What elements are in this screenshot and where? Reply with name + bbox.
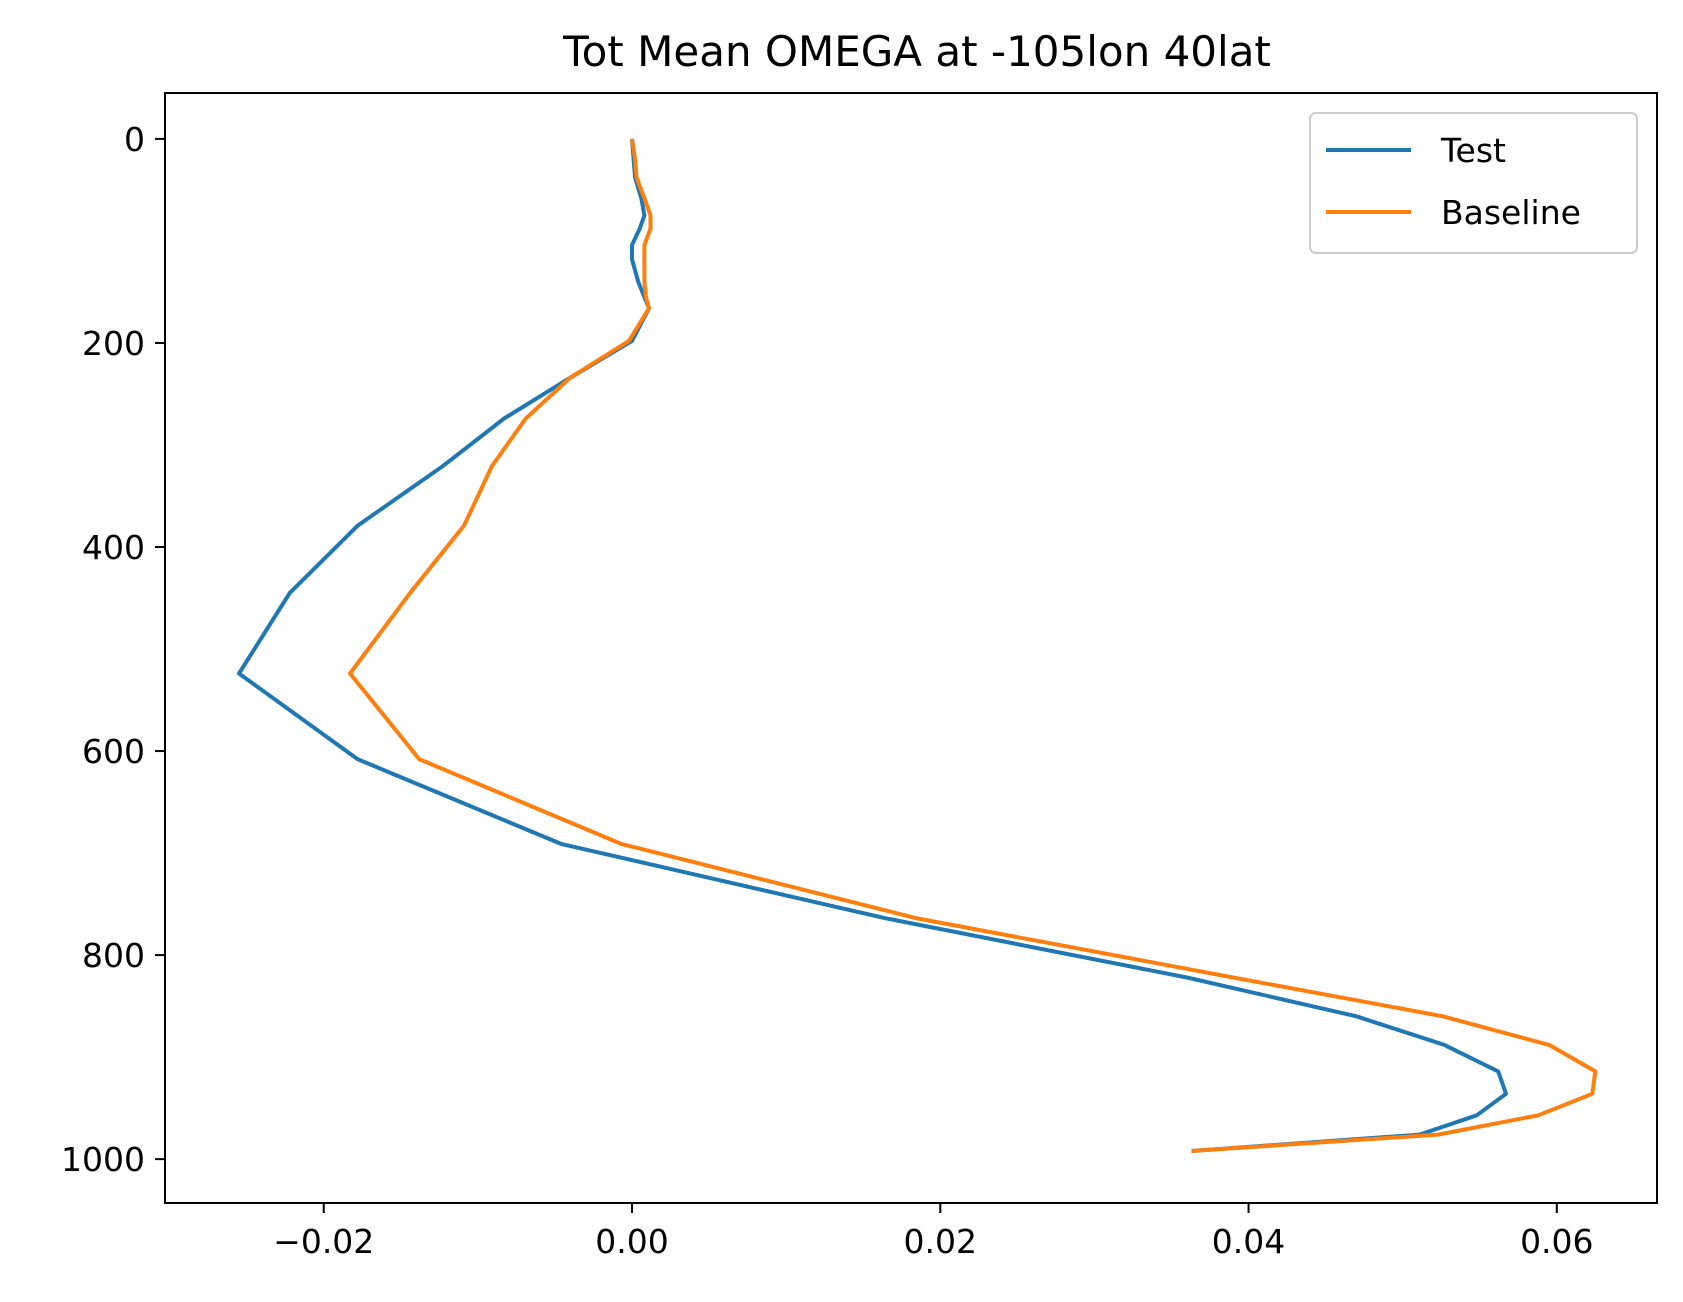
y-tick-label: 400 [82,528,145,567]
series-lines [237,138,1598,1153]
legend: Test Baseline [1309,112,1638,254]
x-tick-label: 0.06 [1520,1222,1593,1261]
x-axis-ticks: −0.02 0.00 0.02 0.04 0.06 [273,1203,1594,1261]
y-tick-label: 200 [82,324,145,363]
legend-label-baseline: Baseline [1441,193,1581,232]
x-tick-label: 0.04 [1212,1222,1285,1261]
series-line-baseline [348,138,1598,1153]
y-tick-label: 600 [82,732,145,771]
legend-label-test: Test [1440,131,1506,170]
plot-area-frame [164,92,1658,1204]
series-line-test [237,138,1508,1153]
chart-title: Tot Mean OMEGA at -105lon 40lat [562,27,1271,76]
x-tick-label: −0.02 [273,1222,374,1261]
y-axis-ticks: 0 200 400 600 800 1000 [61,120,165,1179]
y-tick-label: 1000 [61,1140,145,1179]
y-tick-label: 800 [82,936,145,975]
x-tick-label: 0.00 [595,1222,668,1261]
y-tick-label: 0 [124,120,145,159]
x-tick-label: 0.02 [904,1222,977,1261]
